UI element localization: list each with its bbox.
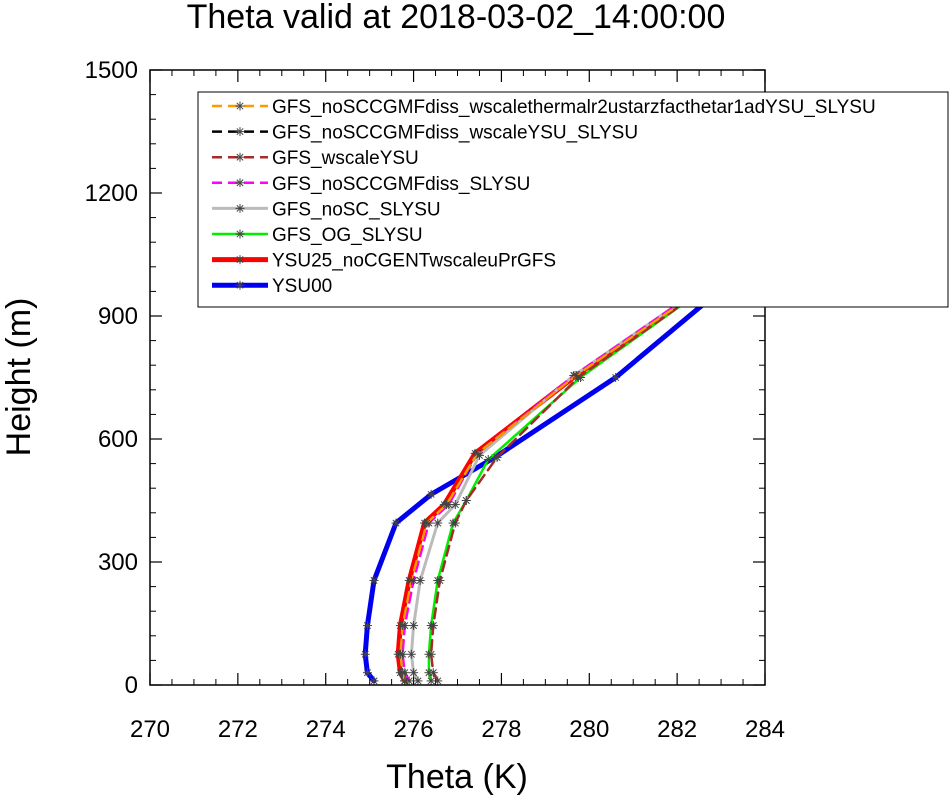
- y-axis-label: Height (m): [0, 298, 38, 457]
- y-tick-label: 0: [125, 672, 138, 699]
- legend-marker: [235, 229, 245, 239]
- data-point: [362, 668, 372, 678]
- series-8: [360, 237, 770, 686]
- data-point: [413, 676, 423, 686]
- data-point: [492, 452, 502, 462]
- data-point: [428, 668, 438, 678]
- legend-marker: [235, 203, 245, 213]
- legend-marker: [235, 152, 245, 162]
- legend-item: GFS_noSC_SLYSU: [212, 199, 441, 220]
- data-point: [369, 676, 379, 686]
- data-point: [433, 676, 443, 686]
- y-tick-label: 900: [98, 303, 138, 330]
- data-point: [395, 649, 405, 659]
- legend-label: YSU25_noCGENTwscaleuPrGFS: [272, 251, 556, 272]
- data-point: [409, 621, 419, 631]
- legend-item: GFS_wscaleYSU: [212, 148, 419, 169]
- legend-item: GFS_noSCCGMFdiss_wscaleYSU_SLYSU: [212, 123, 638, 144]
- data-point: [369, 575, 379, 585]
- x-tick-label: 276: [394, 716, 434, 743]
- data-point: [415, 575, 425, 585]
- x-tick-label: 280: [569, 716, 609, 743]
- legend-item: GFS_OG_SLYSU: [212, 225, 423, 246]
- data-point: [450, 518, 460, 528]
- x-tick-label: 270: [130, 716, 170, 743]
- data-point: [426, 676, 436, 686]
- data-point: [409, 668, 419, 678]
- legend-marker: [235, 255, 245, 265]
- data-point: [406, 575, 416, 585]
- legend-marker: [235, 280, 245, 290]
- y-tick-label: 1500: [85, 57, 138, 84]
- legend-marker: [235, 178, 245, 188]
- legend-item: GFS_noSCCGMFdiss_SLYSU: [212, 174, 530, 195]
- legend-label: GFS_noSCCGMFdiss_wscalethermalr2ustarzfa…: [272, 97, 876, 118]
- y-tick-label: 300: [98, 549, 138, 576]
- data-point: [422, 518, 432, 528]
- data-point: [426, 489, 436, 499]
- data-point: [483, 455, 493, 464]
- legend-marker: [235, 127, 245, 137]
- data-point: [362, 621, 372, 631]
- data-point: [398, 621, 408, 631]
- legend-label: GFS_OG_SLYSU: [272, 225, 423, 246]
- data-point: [442, 500, 452, 510]
- data-point: [571, 370, 581, 380]
- legend-label: GFS_noSC_SLYSU: [272, 199, 441, 220]
- x-tick-label: 282: [657, 716, 697, 743]
- x-tick-label: 272: [218, 716, 258, 743]
- data-point: [611, 373, 621, 382]
- data-point: [461, 496, 471, 505]
- legend-marker: [235, 101, 245, 111]
- data-point: [428, 621, 438, 631]
- data-point: [406, 649, 416, 659]
- data-point: [435, 575, 445, 585]
- plot-frame: [149, 69, 766, 686]
- legend-label: GFS_noSCCGMFdiss_wscaleYSU_SLYSU: [272, 123, 638, 144]
- chart-title: Theta valid at 2018-03-02_14:00:00: [187, 0, 726, 36]
- data-point: [391, 518, 401, 528]
- y-tick-label: 1200: [85, 180, 138, 207]
- legend-item: YSU25_noCGENTwscaleuPrGFS: [212, 251, 556, 272]
- data-point: [433, 518, 443, 528]
- x-axis-label: Theta (K): [386, 758, 528, 796]
- data-point: [472, 448, 482, 458]
- data-point: [400, 676, 410, 686]
- legend-label: YSU00: [272, 276, 332, 297]
- data-point: [398, 668, 408, 678]
- x-tick-label: 278: [481, 716, 521, 743]
- legend-item: GFS_noSCCGMFdiss_wscalethermalr2ustarzfa…: [212, 97, 876, 118]
- legend-label: GFS_noSCCGMFdiss_SLYSU: [272, 174, 530, 195]
- x-tick-label: 284: [745, 716, 785, 743]
- y-tick-label: 600: [98, 426, 138, 453]
- data-point: [360, 649, 370, 659]
- data-point: [426, 649, 436, 659]
- legend-box: [197, 91, 949, 308]
- legend: GFS_noSCCGMFdiss_wscalethermalr2ustarzfa…: [197, 91, 949, 308]
- x-tick-label: 274: [306, 716, 346, 743]
- legend-label: GFS_wscaleYSU: [272, 148, 419, 169]
- legend-item: YSU00: [212, 276, 332, 297]
- series-line: [362, 239, 768, 684]
